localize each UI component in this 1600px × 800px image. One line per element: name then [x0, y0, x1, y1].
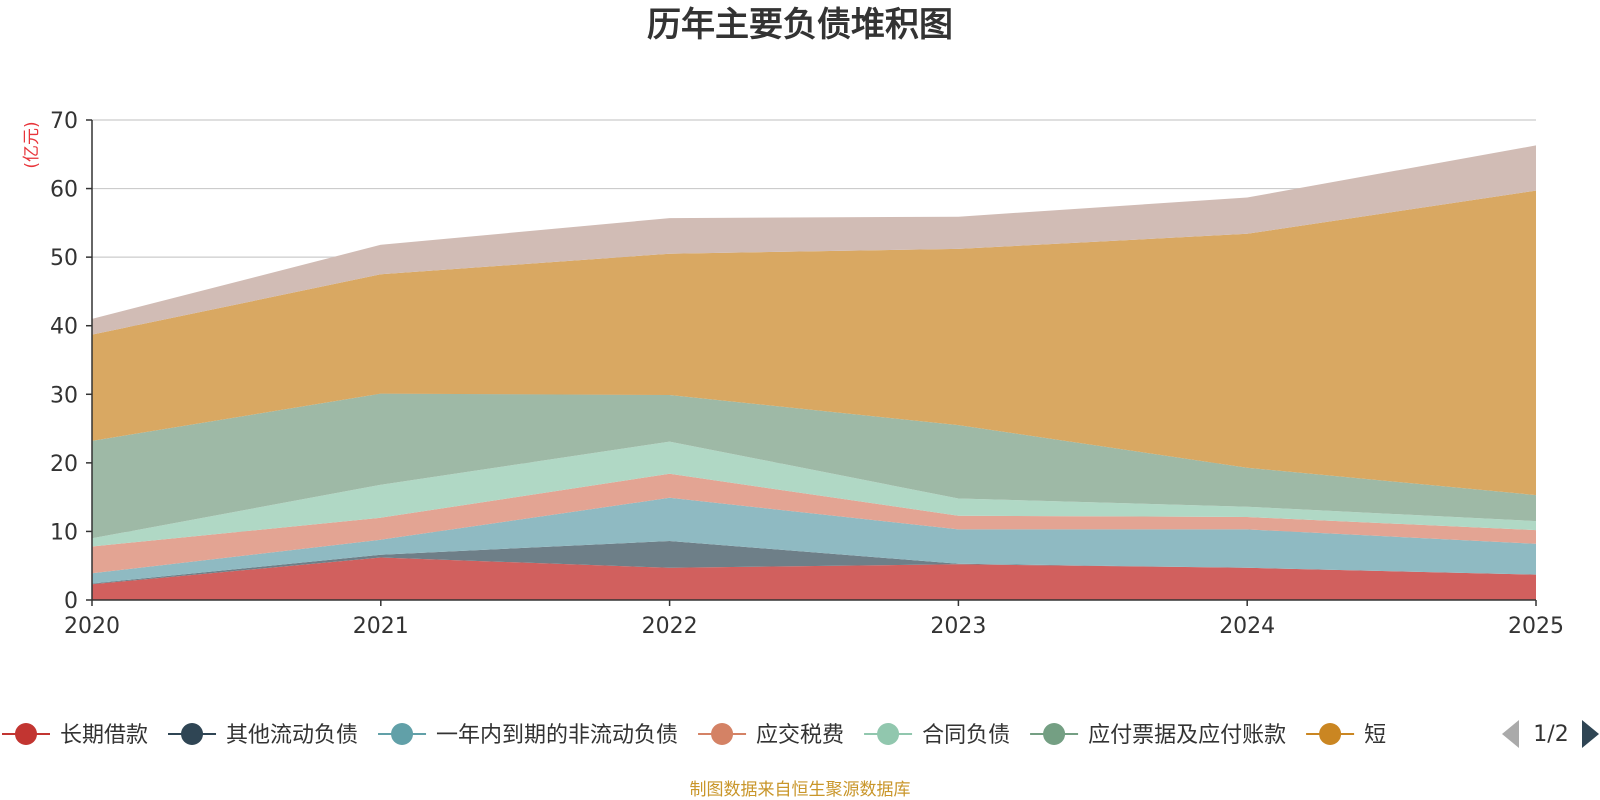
- x-tick-label: 2020: [64, 614, 120, 639]
- y-tick-label: 30: [50, 383, 78, 408]
- legend-marker-icon: [391, 723, 414, 745]
- legend-marker-icon: [15, 723, 37, 745]
- x-axis-ticks: 2020 2021 2022 2023 2024 2025: [64, 600, 1564, 639]
- legend-pager: 1/2: [1502, 720, 1599, 748]
- legend-item[interactable]: 应交税费: [698, 723, 844, 748]
- x-tick-label: 2021: [353, 614, 409, 639]
- area-series-4[interactable]: [92, 441, 1536, 547]
- legend-item[interactable]: 长期借款: [2, 723, 148, 748]
- legend: 长期借款 其他流动负债 一年内到期的非流动负债 应交税费 合同负债 应付票据及应付账款 短: [2, 723, 1386, 748]
- legend-item[interactable]: 合同负债: [864, 723, 1010, 748]
- y-axis-unit: (亿元): [22, 121, 42, 168]
- legend-label: 短: [1364, 723, 1386, 748]
- legend-item[interactable]: 一年内到期的非流动负债: [378, 723, 678, 748]
- x-tick-label: 2023: [930, 614, 986, 639]
- legend-marker-icon: [1043, 723, 1066, 745]
- legend-item[interactable]: 其他流动负债: [168, 723, 358, 748]
- legend-next-page-icon[interactable]: [1582, 720, 1599, 748]
- legend-marker-icon: [1319, 723, 1342, 745]
- legend-marker-icon: [181, 723, 204, 745]
- legend-item[interactable]: 短: [1306, 723, 1386, 748]
- legend-marker-icon: [877, 723, 900, 745]
- y-tick-label: 10: [50, 520, 78, 545]
- legend-label: 一年内到期的非流动负债: [436, 723, 678, 748]
- y-tick-label: 60: [50, 178, 78, 203]
- area-series-6[interactable]: [92, 190, 1536, 496]
- axes: [91, 120, 1536, 601]
- legend-label: 长期借款: [60, 723, 148, 748]
- legend-label: 合同负债: [922, 723, 1010, 748]
- legend-page-indicator: 1/2: [1533, 722, 1568, 747]
- x-tick-label: 2022: [642, 614, 698, 639]
- area-series-0[interactable]: [92, 557, 1536, 601]
- y-tick-label: 0: [64, 589, 78, 614]
- y-tick-label: 20: [50, 452, 78, 477]
- x-tick-label: 2025: [1508, 614, 1564, 639]
- area-series-2[interactable]: [92, 497, 1536, 584]
- legend-marker-icon: [711, 723, 734, 745]
- data-source-footer: 制图数据来自恒生聚源数据库: [690, 780, 911, 800]
- y-tick-label: 40: [50, 315, 78, 340]
- y-tick-label: 70: [50, 109, 78, 134]
- legend-label: 应交税费: [756, 723, 844, 748]
- y-tick-label: 50: [50, 246, 78, 271]
- area-series: [92, 145, 1536, 600]
- legend-item[interactable]: 应付票据及应付账款: [1030, 723, 1286, 748]
- area-series-7[interactable]: [92, 145, 1536, 335]
- legend-label: 应付票据及应付账款: [1088, 723, 1286, 748]
- area-series-3[interactable]: [92, 473, 1536, 574]
- area-series-5[interactable]: [92, 393, 1536, 539]
- chart-title: 历年主要负债堆积图: [647, 5, 953, 45]
- legend-prev-page-icon[interactable]: [1502, 720, 1519, 748]
- x-tick-label: 2024: [1219, 614, 1275, 639]
- y-axis-ticks: 0 10 20 30 40 50 60 70: [50, 109, 92, 614]
- legend-label: 其他流动负债: [226, 723, 358, 748]
- area-series-1[interactable]: [92, 541, 1536, 585]
